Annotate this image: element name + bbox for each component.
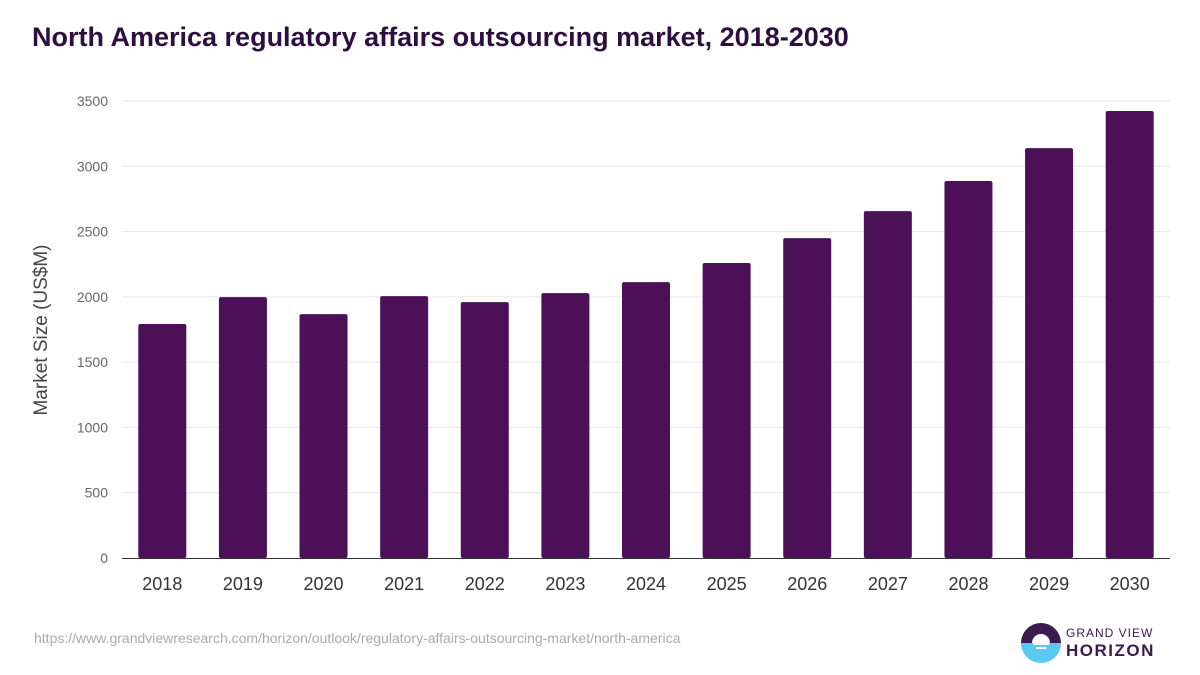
horizon-logo-icon [1021, 623, 1061, 663]
logo-line1: GRAND VIEW [1066, 626, 1154, 640]
bar-2022 [460, 302, 509, 558]
logo-line2: HORIZON [1066, 641, 1155, 660]
source-url: https://www.grandviewresearch.com/horizo… [34, 630, 681, 646]
x-tick-label: 2027 [868, 574, 908, 594]
bar-2028 [944, 181, 993, 558]
y-tick-label: 3000 [77, 158, 108, 174]
bar-2023 [541, 293, 590, 558]
x-tick-label: 2026 [787, 574, 827, 594]
y-tick-label: 3500 [77, 93, 108, 109]
x-tick-label: 2030 [1110, 574, 1150, 594]
chart-title: North America regulatory affairs outsour… [32, 22, 849, 52]
x-tick-label: 2020 [304, 574, 344, 594]
bar-2019 [218, 297, 267, 558]
y-tick-label: 1500 [77, 354, 108, 370]
x-tick-label: 2029 [1029, 574, 1069, 594]
x-tick-label: 2021 [384, 574, 424, 594]
x-tick-label: 2022 [465, 574, 505, 594]
x-tick-label: 2019 [223, 574, 263, 594]
y-tick-label: 2500 [77, 224, 108, 240]
y-tick-label: 1000 [77, 419, 108, 435]
x-tick-label: 2023 [545, 574, 585, 594]
y-tick-label: 2000 [77, 289, 108, 305]
bar-2030 [1105, 111, 1154, 558]
y-tick-label: 500 [85, 485, 109, 501]
bar-2026 [783, 238, 832, 558]
x-tick-label: 2025 [707, 574, 747, 594]
x-tick-label: 2024 [626, 574, 666, 594]
y-axis-label: Market Size (US$M) [31, 244, 52, 415]
x-tick-label: 2028 [948, 574, 988, 594]
grand-view-horizon-logo: GRAND VIEW HORIZON [1020, 622, 1170, 666]
bar-2024 [622, 282, 670, 558]
y-tick-label: 0 [100, 550, 108, 566]
bar-2020 [299, 314, 348, 558]
x-tick-label: 2018 [142, 574, 182, 594]
bar-2027 [863, 211, 912, 558]
bar-2018 [138, 324, 187, 558]
bar-2029 [1025, 148, 1074, 558]
bar-2025 [702, 263, 751, 558]
bar-2021 [380, 296, 429, 558]
